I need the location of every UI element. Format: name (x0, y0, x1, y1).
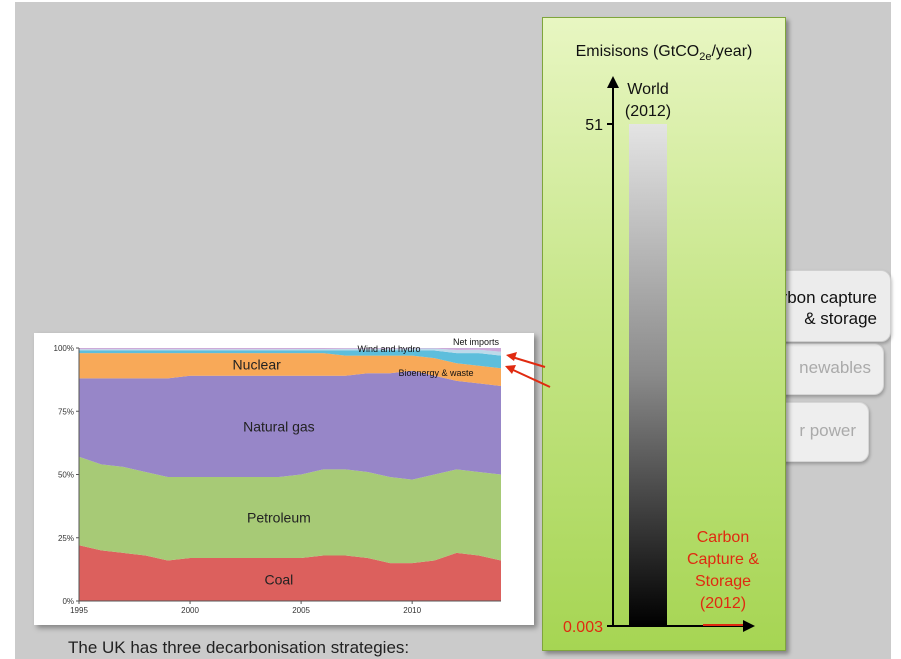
emissions-panel: Emisisons (GtCO2e/year) 51 0.003 World (2… (542, 17, 786, 651)
series-label-bioenergy-waste: Bioenergy & waste (398, 368, 473, 378)
area-natural-gas (79, 370, 501, 480)
bar-label-line: (2012) (700, 595, 746, 612)
strategy-label-ccs: Carbon capture & storage (760, 287, 877, 329)
y-axis-arrowhead-icon (607, 76, 619, 88)
energy-y-tick-label: 0% (62, 597, 74, 606)
x-axis-arrowhead-icon (743, 620, 755, 632)
emissions-bars (629, 124, 743, 626)
area-coal (79, 545, 501, 601)
area-nuclear (79, 353, 501, 386)
energy-y-tick-label: 50% (58, 471, 74, 480)
series-label-petroleum: Petroleum (247, 510, 311, 526)
series-label-natural-gas: Natural gas (243, 418, 315, 434)
series-label-net-imports: Net imports (453, 337, 500, 347)
bar-world-2012 (629, 124, 667, 626)
emissions-bar-labels: World (2012) Carbon Capture & Storage (2012) (625, 81, 759, 612)
area-petroleum (79, 456, 501, 564)
energy-series-labels: Coal Petroleum Natural gas Nuclear Bioenergy… (233, 337, 500, 587)
energy-areas (79, 348, 501, 601)
energy-x-tick-label: 2000 (181, 606, 199, 615)
bar-label-line: Capture & (687, 551, 759, 568)
series-label-coal: Coal (264, 571, 293, 587)
arrowhead-net-imports-icon (506, 352, 517, 361)
arrowhead-wind-hydro-icon (505, 365, 516, 374)
y-tick-label-top: 51 (585, 117, 603, 134)
series-label-nuclear: Nuclear (233, 356, 282, 372)
strategy-label-ccs-line1: Carbon capture (759, 288, 877, 307)
series-label-wind-and-hydro: Wind and hydro (357, 344, 420, 354)
energy-x-tick-label: 2010 (403, 606, 421, 615)
bar-label-line: (2012) (625, 103, 671, 120)
bar-label-line: Storage (695, 573, 751, 590)
area-wind-and-hydro (79, 348, 501, 356)
strategy-label-nuclear: r power (799, 421, 856, 440)
uk-energy-mix-plot: 0% 25% 50% 75% 100% 1995 2000 2005 2010 Coal Petr… (54, 337, 501, 615)
emissions-chart-title: Emisisons (GtCO2e/year) (576, 43, 753, 63)
energy-y-tick-label: 75% (58, 407, 74, 416)
uk-energy-mix-chart: 0% 25% 50% 75% 100% 1995 2000 2005 2010 Coal Petr… (34, 333, 534, 625)
energy-y-tick-label: 25% (58, 534, 74, 543)
arrow-to-wind-hydro (510, 368, 551, 388)
area-net-imports (79, 348, 501, 352)
energy-y-tick-label: 100% (54, 344, 74, 353)
slide-caption: The UK has three decarbonisation strateg… (68, 638, 410, 657)
area-bioenergy-waste (79, 350, 501, 369)
emissions-chart: Emisisons (GtCO2e/year) 51 0.003 World (2… (563, 43, 759, 636)
strategy-label-renewables: newables (799, 358, 871, 377)
bar-label-line: World (627, 81, 669, 98)
energy-x-tick-label: 1995 (70, 606, 88, 615)
y-tick-label-bottom: 0.003 (563, 619, 603, 636)
strategy-label-ccs-line2: & storage (804, 309, 877, 328)
energy-axes: 0% 25% 50% 75% 100% 1995 2000 2005 2010 (54, 344, 501, 615)
energy-x-tick-label: 2005 (292, 606, 310, 615)
bar-label-line: Carbon (697, 529, 749, 546)
arrow-to-net-imports (511, 356, 546, 368)
